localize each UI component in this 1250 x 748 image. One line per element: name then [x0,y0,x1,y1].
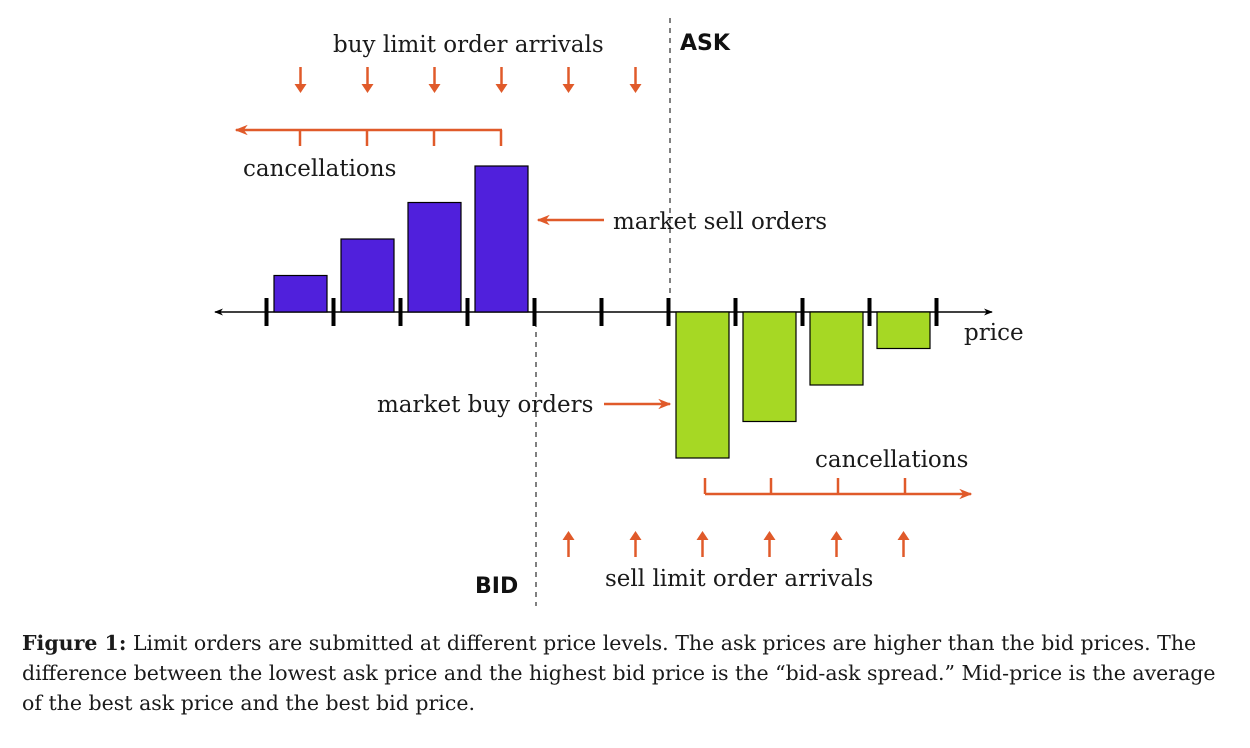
bid-bar [474,165,529,313]
ask-bar [809,311,864,386]
cancellations-bottom-label: cancellations [815,447,968,473]
cancellations-top-label: cancellations [243,156,396,182]
ask-bar [742,311,797,423]
buy-arrow-down [361,67,374,93]
sell-arrow-up [562,531,575,557]
bid-bar [273,274,328,313]
ask-bar [876,311,931,350]
sell-limit-arrows [562,531,910,557]
sell-arrow-up [696,531,709,557]
order-book-diagram: ASK BID buy limit order arrivals cancell… [214,18,1024,606]
cancellations-top-bracket [234,124,503,146]
bid-label: BID [475,574,518,599]
buy-arrow-down [629,67,642,93]
buy-arrow-down [562,67,575,93]
buy-limit-arrivals-label: buy limit order arrivals [333,32,604,58]
buy-arrow-down [495,67,508,93]
sell-arrow-up [629,531,642,557]
order-book-svg: ASK BID buy limit order arrivals cancell… [214,18,1024,606]
ask-bar [675,311,730,459]
sell-limit-arrivals-label: sell limit order arrivals [605,566,873,592]
market-buy-label: market buy orders [377,392,593,418]
cancellations-bottom-bracket [703,478,973,500]
buy-arrow-down [428,67,441,93]
sell-arrow-up [763,531,776,557]
depth-bars [273,165,931,459]
price-label: price [964,320,1024,346]
caption-label: Figure 1: [22,631,127,655]
sell-arrow-up [830,531,843,557]
bid-bar [407,201,462,313]
bid-bar [340,238,395,313]
ask-label: ASK [680,31,731,56]
figure-caption: Figure 1: Limit orders are submitted at … [22,628,1232,718]
buy-limit-arrows [294,67,642,93]
caption-text: Limit orders are submitted at different … [22,631,1216,715]
sell-arrow-up [897,531,910,557]
market-sell-label: market sell orders [613,209,827,235]
buy-arrow-down [294,67,307,93]
price-ticks [264,298,939,326]
